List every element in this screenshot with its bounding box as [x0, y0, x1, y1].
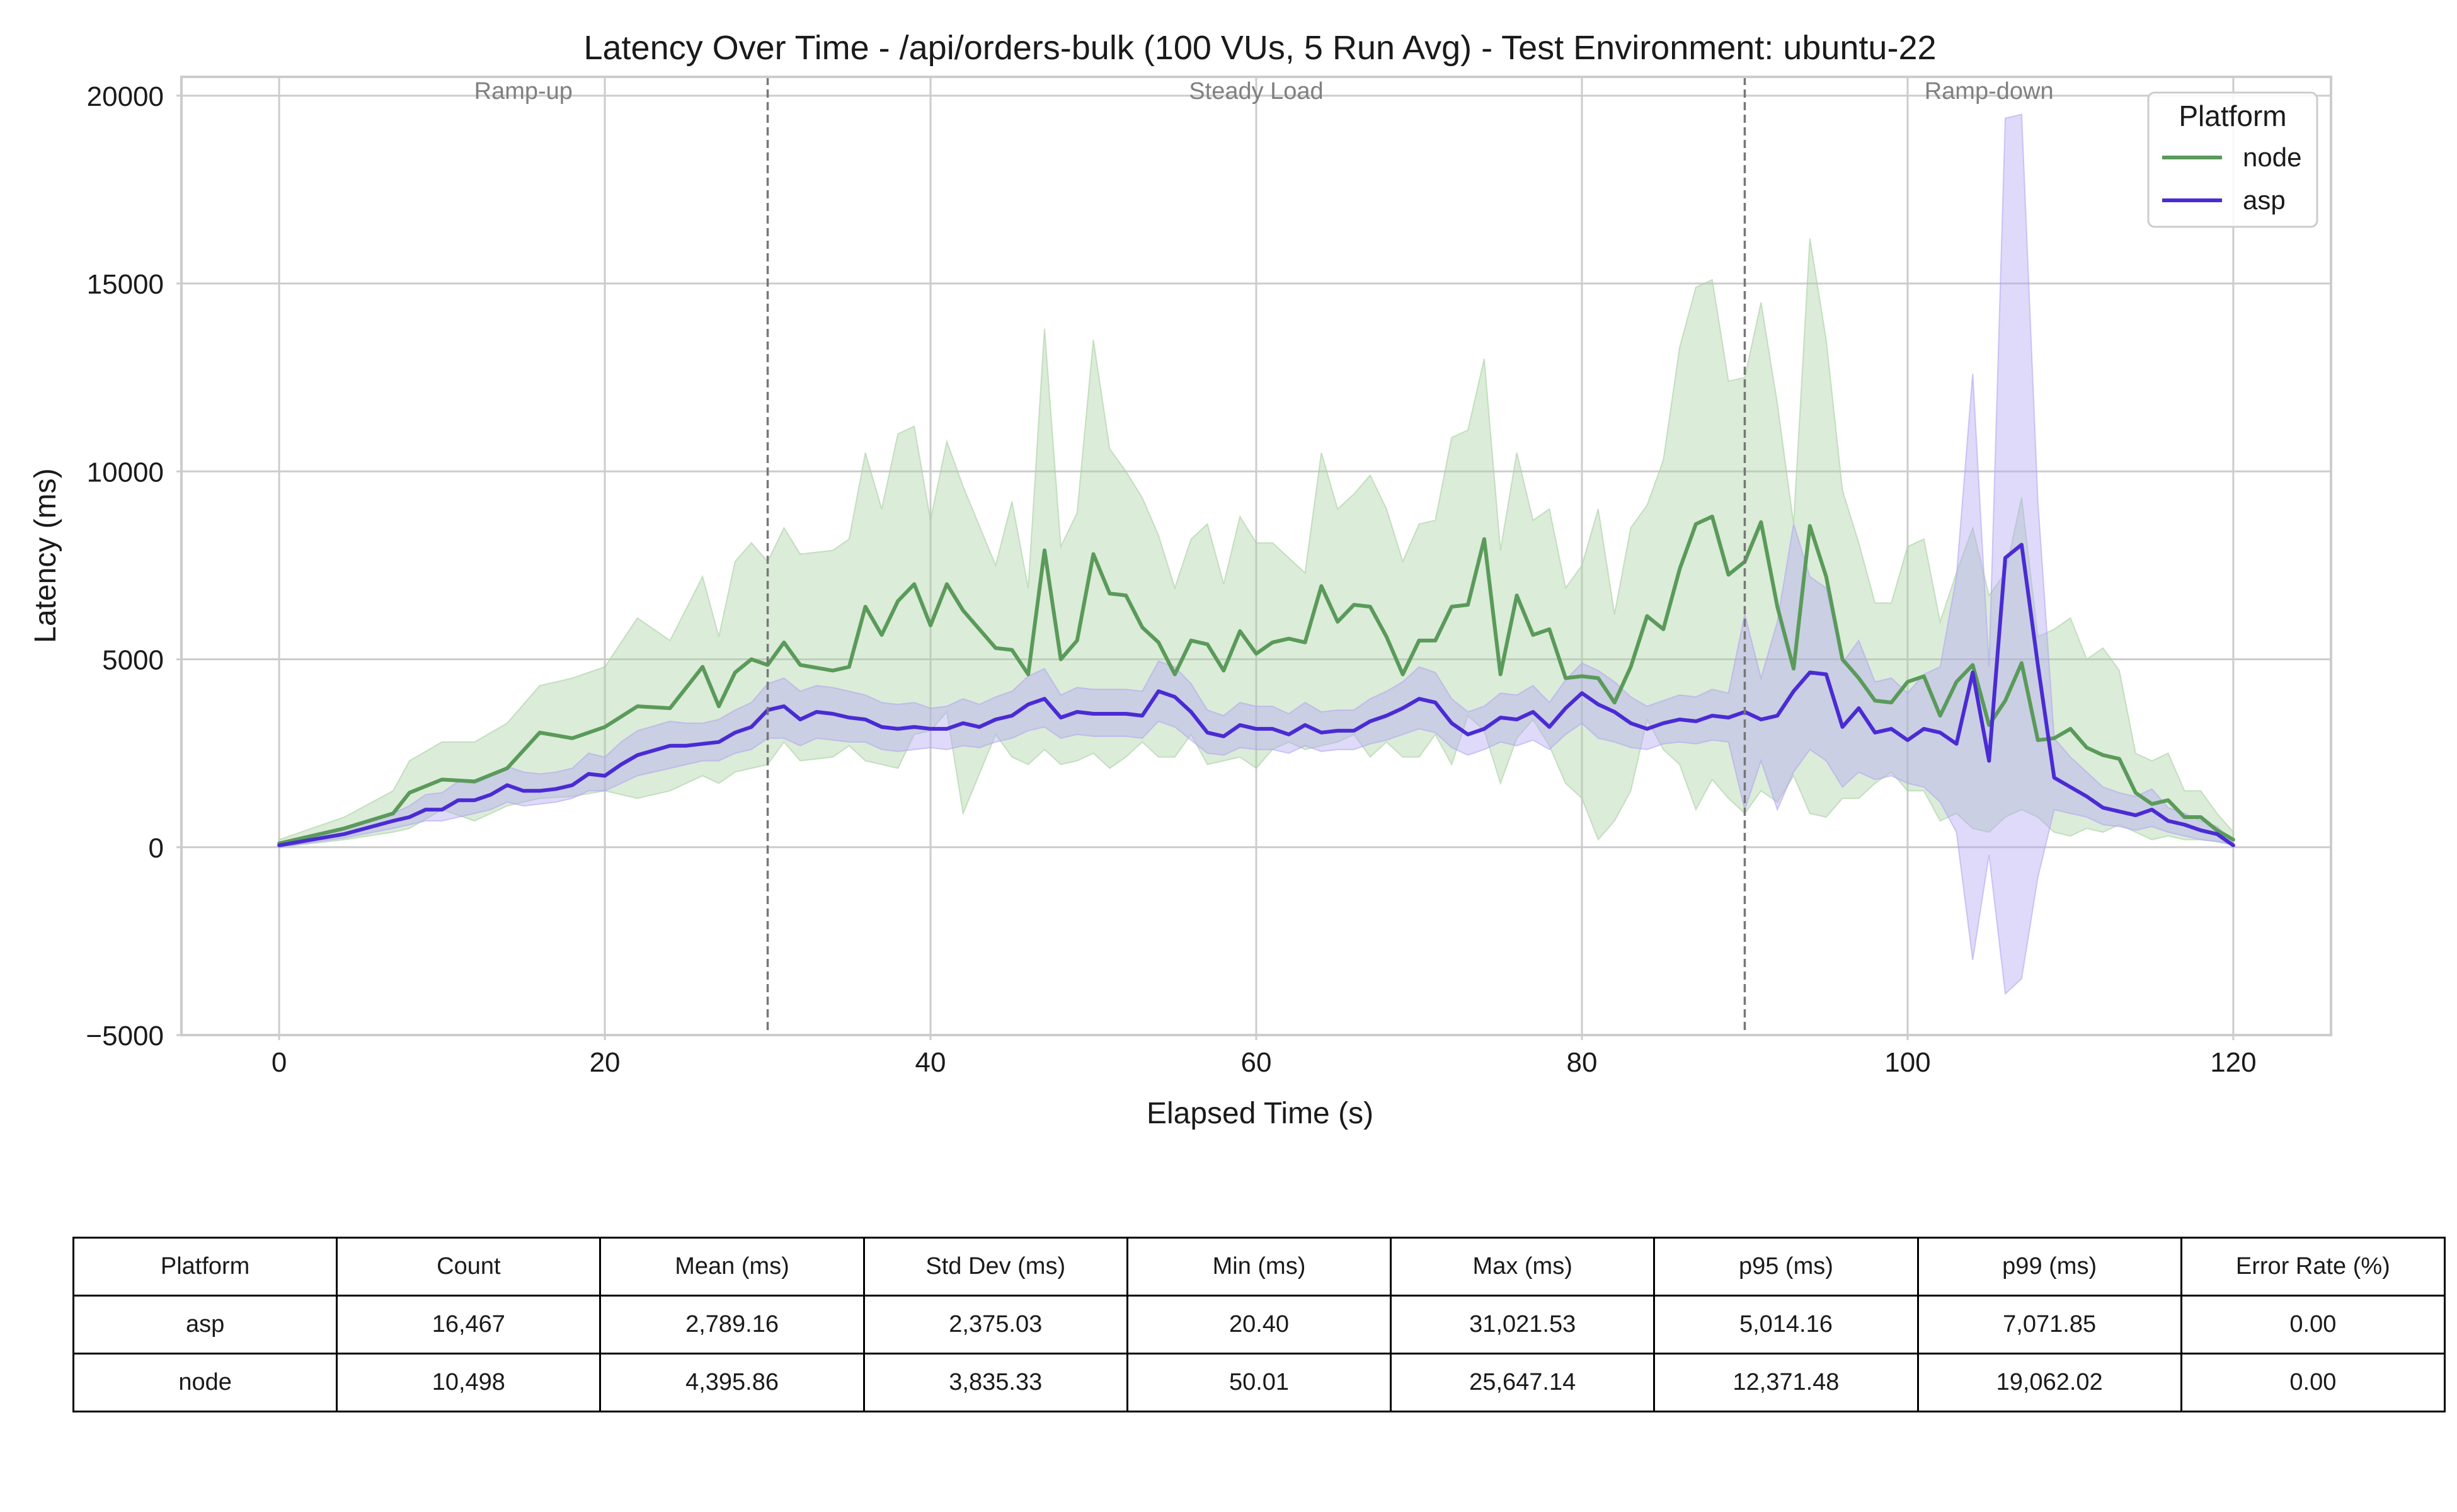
- legend-label-asp: asp: [2243, 185, 2286, 215]
- y-tick-label: 0: [149, 833, 164, 864]
- table-cell: 25,647.14: [1390, 1353, 1656, 1412]
- table-row: node 10,498 4,395.86 3,835.33 50.01 25,6…: [72, 1353, 2446, 1412]
- series-line-node: [277, 514, 2235, 845]
- plot-area: Ramp-up Steady Load Ramp-down 0 20 40 60 80 100 1…: [86, 76, 2332, 1078]
- y-axis-label: Latency (ms): [29, 468, 62, 643]
- table-row: asp 16,467 2,789.16 2,375.03 20.40 31,02…: [72, 1295, 2446, 1354]
- header-count: Count: [336, 1237, 602, 1297]
- x-tick-label: 100: [1884, 1047, 1930, 1078]
- table-cell: 4,395.86: [599, 1353, 865, 1412]
- legend-title: Platform: [2179, 100, 2286, 132]
- header-std-dev: Std Dev (ms): [862, 1237, 1128, 1297]
- x-tick-label: 40: [915, 1047, 946, 1078]
- header-mean: Mean (ms): [599, 1237, 865, 1297]
- x-tick-label: 0: [272, 1047, 287, 1078]
- chart-title: Latency Over Time - /api/orders-bulk (10…: [583, 29, 1936, 67]
- series-line-asp: [277, 542, 2235, 847]
- header-p99: p99 (ms): [1916, 1237, 2182, 1297]
- table-cell: 5,014.16: [1653, 1295, 1919, 1354]
- x-axis-label: Elapsed Time (s): [1147, 1097, 1373, 1130]
- header-min: Min (ms): [1126, 1237, 1392, 1297]
- table-cell: asp: [72, 1295, 338, 1354]
- table-cell: 16,467: [336, 1295, 602, 1354]
- header-platform: Platform: [72, 1237, 338, 1297]
- table-cell: 31,021.53: [1390, 1295, 1656, 1354]
- phase-label: Steady Load: [1189, 78, 1323, 105]
- phase-label: Ramp-up: [474, 78, 573, 105]
- y-tick-label: 10000: [87, 457, 164, 488]
- table-cell: 7,071.85: [1916, 1295, 2182, 1354]
- header-max: Max (ms): [1390, 1237, 1656, 1297]
- table-cell: 0.00: [2180, 1295, 2446, 1354]
- table-cell: 2,375.03: [862, 1295, 1128, 1354]
- y-tick-label: 5000: [102, 645, 164, 676]
- y-tick-label: 15000: [87, 269, 164, 300]
- legend: Platform node asp: [2147, 91, 2318, 228]
- legend-frame: [2147, 91, 2318, 228]
- table-cell: 50.01: [1126, 1353, 1392, 1412]
- legend-label-node: node: [2243, 142, 2301, 172]
- header-p95: p95 (ms): [1653, 1237, 1919, 1297]
- x-tick-label: 120: [2210, 1047, 2256, 1078]
- x-tick-label: 20: [590, 1047, 621, 1078]
- y-tick-label: −5000: [86, 1021, 164, 1051]
- x-tick-label: 60: [1241, 1047, 1272, 1078]
- table-cell: 19,062.02: [1916, 1353, 2182, 1412]
- table-cell: node: [72, 1353, 338, 1412]
- table-cell: 20.40: [1126, 1295, 1392, 1354]
- table-header-row: Platform Count Mean (ms) Std Dev (ms) Mi…: [72, 1237, 2446, 1297]
- table-cell: 12,371.48: [1653, 1353, 1919, 1412]
- table-cell: 0.00: [2180, 1353, 2446, 1412]
- table-cell: 2,789.16: [599, 1295, 865, 1354]
- y-tick-label: 20000: [87, 81, 164, 112]
- summary-stats-table: Platform Count Mean (ms) Std Dev (ms) Mi…: [72, 1237, 2446, 1412]
- table-cell: 3,835.33: [862, 1353, 1128, 1412]
- table-cell: 10,498: [336, 1353, 602, 1412]
- x-tick-label: 80: [1566, 1047, 1597, 1078]
- header-error-rate: Error Rate (%): [2180, 1237, 2446, 1297]
- phase-label: Ramp-down: [1925, 78, 2054, 105]
